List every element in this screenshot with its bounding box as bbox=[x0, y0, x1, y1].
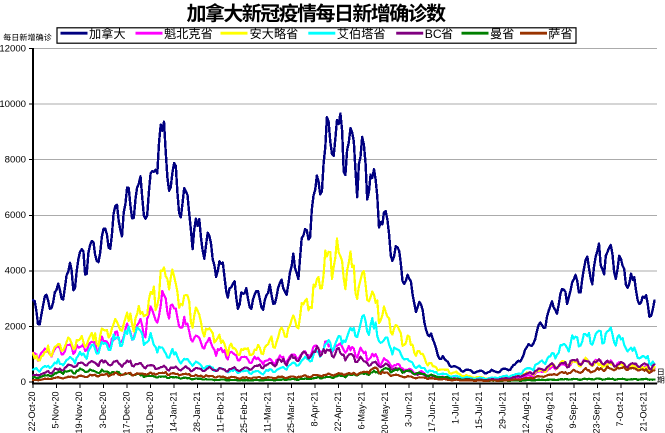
svg-text:5-Nov-20: 5-Nov-20 bbox=[51, 392, 61, 429]
svg-text:29-Jul-21: 29-Jul-21 bbox=[498, 392, 508, 430]
svg-text:0: 0 bbox=[21, 377, 26, 388]
svg-text:10000: 10000 bbox=[0, 99, 26, 110]
svg-text:14-Jan-21: 14-Jan-21 bbox=[168, 392, 178, 433]
svg-text:12-Aug-21: 12-Aug-21 bbox=[521, 392, 531, 433]
svg-text:22-Apr-21: 22-Apr-21 bbox=[333, 392, 343, 432]
svg-text:19-Nov-20: 19-Nov-20 bbox=[74, 392, 84, 433]
svg-text:7-Oct-21: 7-Oct-21 bbox=[615, 392, 625, 427]
svg-text:26-Aug-21: 26-Aug-21 bbox=[545, 392, 555, 433]
svg-text:21-Oct-21: 21-Oct-21 bbox=[639, 392, 649, 432]
svg-text:BC: BC bbox=[425, 27, 442, 41]
svg-text:25-Feb-21: 25-Feb-21 bbox=[239, 392, 249, 433]
svg-text:20-May-21: 20-May-21 bbox=[380, 392, 390, 433]
svg-text:3-Dec-20: 3-Dec-20 bbox=[98, 392, 108, 429]
svg-text:2000: 2000 bbox=[5, 321, 26, 332]
svg-text:8-Apr-21: 8-Apr-21 bbox=[309, 392, 319, 427]
svg-text:11-Mar-21: 11-Mar-21 bbox=[262, 392, 272, 433]
svg-text:15-Jul-21: 15-Jul-21 bbox=[474, 392, 484, 430]
svg-text:3-Jun-21: 3-Jun-21 bbox=[403, 392, 413, 428]
svg-text:6000: 6000 bbox=[5, 210, 26, 221]
svg-text:4000: 4000 bbox=[5, 266, 26, 277]
svg-text:28-Jan-21: 28-Jan-21 bbox=[192, 392, 202, 433]
svg-text:25-Mar-21: 25-Mar-21 bbox=[286, 392, 296, 433]
svg-text:8000: 8000 bbox=[5, 155, 26, 166]
svg-text:1-Jul-21: 1-Jul-21 bbox=[450, 392, 460, 425]
svg-text:11-Feb-21: 11-Feb-21 bbox=[215, 392, 225, 433]
svg-text:17-Dec-20: 17-Dec-20 bbox=[121, 392, 131, 433]
svg-text:31-Dec-20: 31-Dec-20 bbox=[145, 392, 155, 433]
svg-text:12000: 12000 bbox=[0, 43, 26, 54]
svg-text:22-Oct-20: 22-Oct-20 bbox=[27, 392, 37, 432]
svg-text:6-May-21: 6-May-21 bbox=[356, 392, 366, 430]
svg-text:17-Jun-21: 17-Jun-21 bbox=[427, 392, 437, 433]
svg-text:9-Sep-21: 9-Sep-21 bbox=[568, 392, 578, 429]
svg-text:23-Sep-21: 23-Sep-21 bbox=[592, 392, 602, 433]
